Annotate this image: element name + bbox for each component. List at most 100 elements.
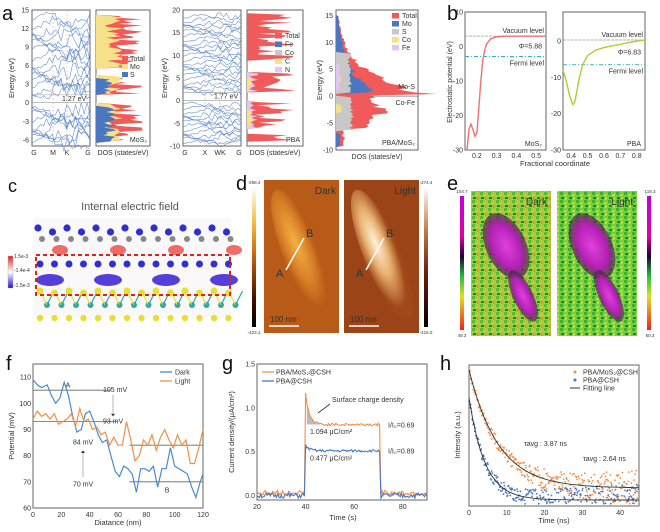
y-tick-label: 110 — [20, 375, 31, 382]
k-point-label: K — [65, 150, 70, 157]
potential-curve — [562, 39, 646, 106]
data-point — [590, 476, 593, 479]
n-atom — [135, 228, 144, 236]
point-a-label: A — [276, 268, 284, 280]
data-point — [571, 473, 574, 476]
fitting-line — [468, 369, 639, 489]
panel-h: h 0 10 20 30 40 Time (ns) Intensity (a.u.) PBA/… — [440, 353, 640, 525]
material-label: PBA — [627, 141, 641, 148]
annotation-arrow — [317, 403, 331, 414]
data-point — [613, 494, 616, 496]
data-point — [575, 476, 578, 478]
data-point — [541, 482, 543, 484]
data-point — [540, 499, 542, 501]
data-point — [597, 481, 600, 484]
data-point — [532, 488, 534, 491]
panel-label-g: g — [222, 353, 233, 375]
data-point — [553, 484, 556, 486]
dos-mo-area — [336, 10, 374, 150]
data-point — [537, 469, 540, 472]
data-point — [570, 495, 573, 497]
data-point — [586, 490, 588, 493]
data-point — [568, 489, 571, 492]
y-tick-label: 20 — [172, 8, 180, 15]
data-point — [546, 501, 549, 503]
data-point — [519, 462, 522, 464]
data-point — [488, 432, 491, 435]
data-point — [621, 484, 624, 486]
data-point — [543, 468, 545, 471]
y-tick-label: 0.5 — [245, 449, 255, 456]
panel-e: e 104.7 49.3 119.3 60.3 Dark Light — [447, 173, 656, 338]
n-atom — [152, 260, 160, 268]
data-point — [600, 490, 603, 493]
data-point — [591, 479, 594, 482]
data-point — [603, 502, 605, 505]
plot-frame — [468, 364, 640, 507]
data-point — [530, 491, 533, 494]
data-point — [588, 497, 591, 499]
data-point — [565, 476, 568, 479]
x-axis-label: DOS (states/eV) — [250, 150, 301, 157]
data-point — [500, 482, 503, 484]
n-atom — [167, 260, 174, 268]
band-line — [182, 71, 242, 80]
data-point — [499, 486, 502, 489]
bond — [126, 290, 135, 306]
data-point — [584, 494, 587, 497]
subplot-frame — [464, 11, 547, 151]
data-point — [608, 495, 611, 498]
x-tick-label: 0.7 — [616, 153, 626, 160]
data-point — [513, 499, 515, 502]
photocurrent-chart: 0.0 0.5 1.0 1.5 20 40 60 80 Time (s) Current dens… — [227, 362, 428, 522]
data-point — [502, 493, 505, 495]
bond — [140, 290, 150, 306]
point-a-label: A — [356, 268, 364, 280]
legend-swatch — [392, 29, 399, 35]
y-tick-label: -10 — [551, 75, 561, 82]
internal-electric-field-image: 1.5e-3 -1.4e-4 -1.5e-3 — [7, 218, 244, 322]
data-point — [560, 471, 562, 473]
data-point — [517, 461, 520, 464]
data-point — [493, 432, 496, 435]
data-point — [619, 477, 622, 479]
data-point — [559, 490, 562, 493]
x-tick-label: 20 — [253, 504, 261, 511]
band-line — [31, 102, 91, 118]
c-atom — [227, 236, 234, 242]
plot-frame — [256, 363, 428, 501]
data-point — [624, 489, 626, 492]
x-axis-label: DOS (states/eV) — [98, 150, 149, 157]
data-point — [602, 495, 605, 498]
colorbar-min: 60.3 — [646, 333, 655, 338]
data-point — [635, 490, 638, 493]
data-point — [599, 476, 602, 479]
data-point — [562, 489, 564, 492]
y-tick-label: 10 — [455, 10, 463, 17]
data-point — [545, 488, 548, 490]
x-tick-label: 60 — [350, 504, 358, 511]
colorbar-right — [647, 196, 651, 330]
data-point — [515, 496, 518, 499]
legend-label: Co — [285, 50, 294, 57]
data-point — [508, 450, 511, 452]
data-point — [516, 469, 519, 471]
data-point — [598, 488, 600, 490]
data-point — [604, 502, 607, 505]
colorbar-label: 1.5e-3 — [14, 254, 28, 260]
dos-total-area — [336, 10, 437, 150]
data-point — [484, 458, 486, 460]
data-point — [497, 489, 500, 491]
arrow-head — [81, 450, 85, 454]
y-tick-label: 0 — [176, 98, 180, 105]
band-line — [31, 57, 91, 75]
panel-c: c Internal electric field 1.5e-3 -1.4e-4 -… — [7, 176, 244, 322]
data-point — [592, 488, 595, 491]
panel-label-f: f — [6, 353, 12, 375]
band-line — [31, 105, 91, 121]
ratio-label: I/I₀=0.89 — [388, 449, 415, 456]
data-point — [511, 465, 514, 467]
positive-charge-region — [110, 245, 126, 255]
c-atom — [97, 236, 103, 242]
k-point-label: G — [182, 150, 187, 157]
